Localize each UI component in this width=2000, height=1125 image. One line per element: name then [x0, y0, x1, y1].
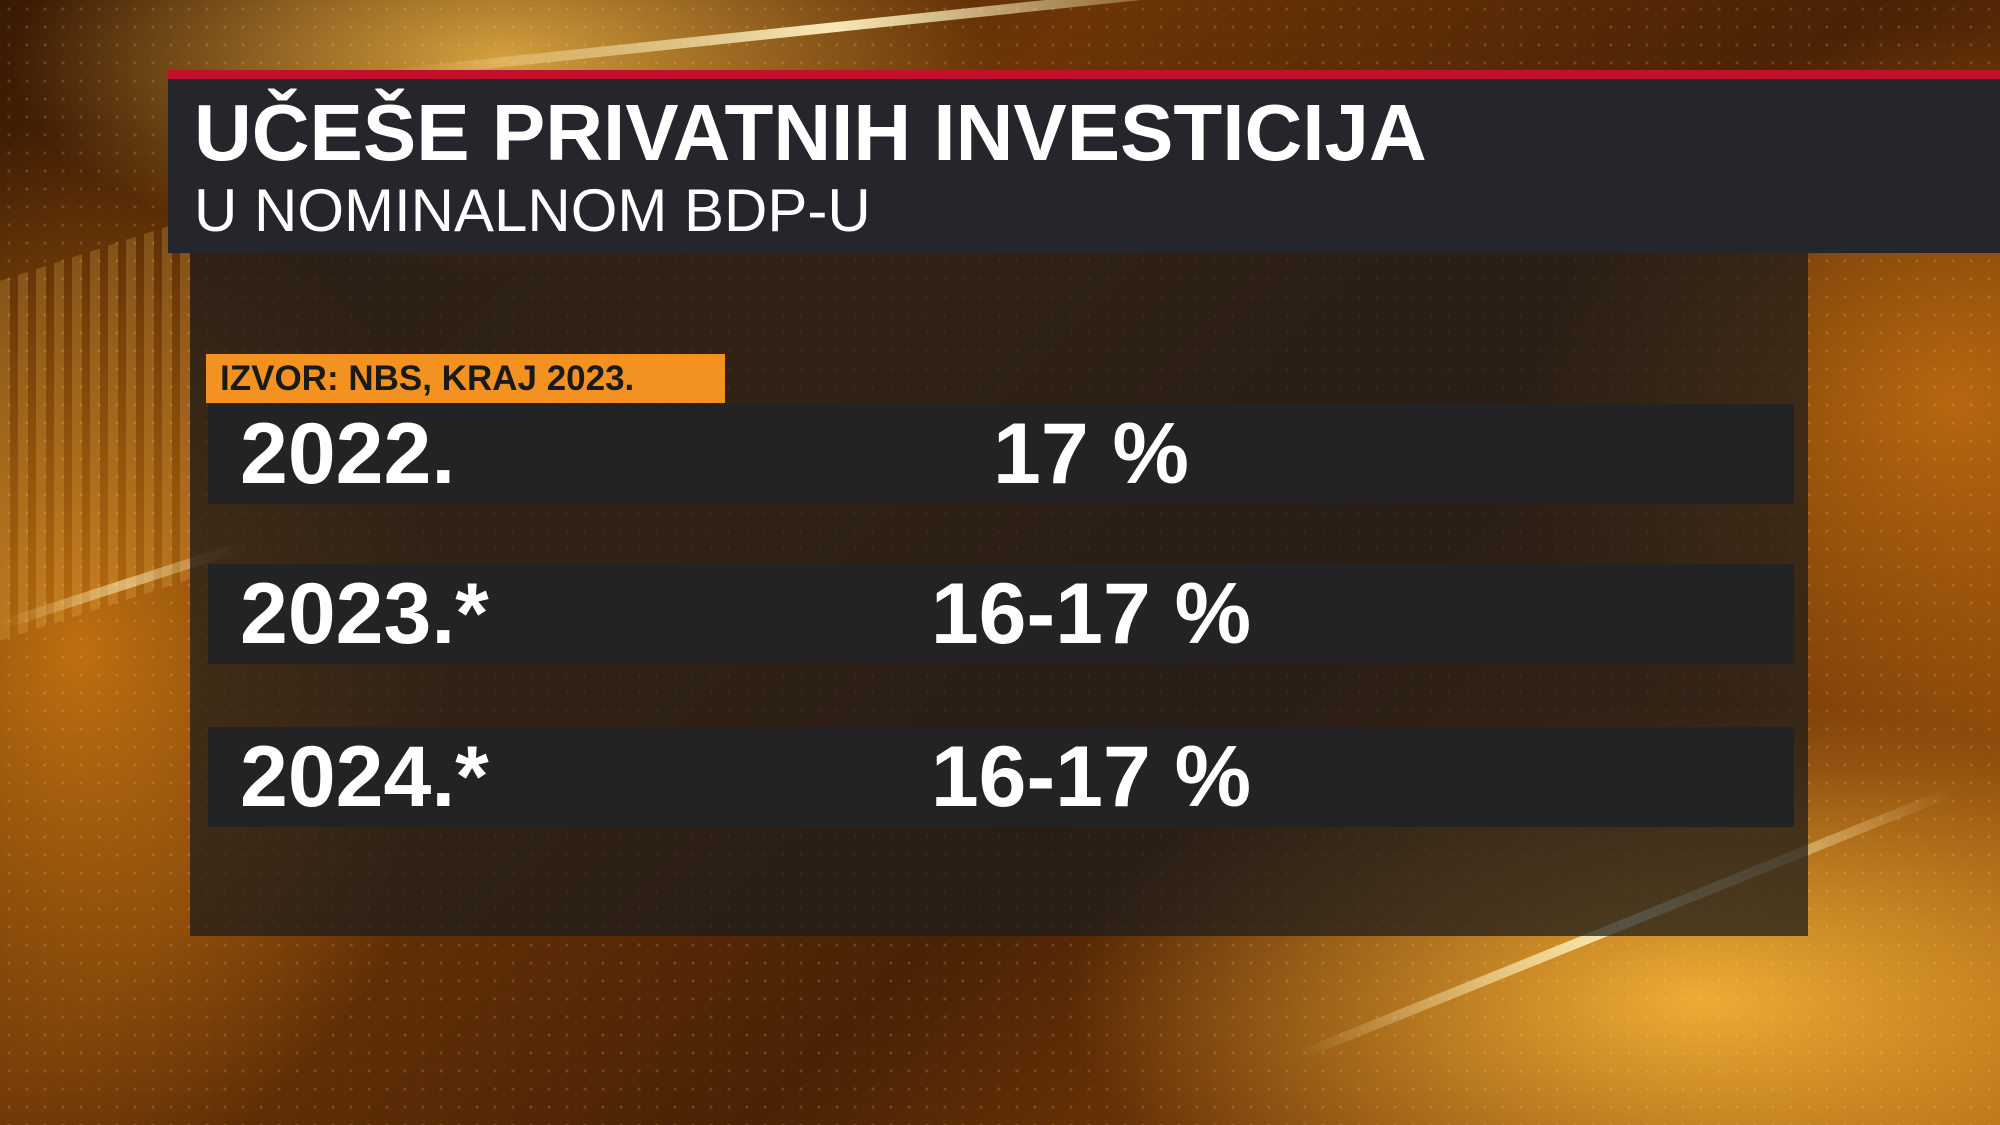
- row-year: 2024.*: [240, 729, 489, 825]
- title-bar: UČEŠE PRIVATNIH INVESTICIJA U NOMINALNOM…: [168, 70, 2000, 253]
- row-year: 2023.*: [240, 566, 489, 662]
- row-year: 2022.: [240, 406, 456, 502]
- page-subtitle: U NOMINALNOM BDP-U: [194, 177, 871, 244]
- table-row: 2023.* 16-17 %: [208, 564, 1794, 664]
- table-row: 2024.* 16-17 %: [208, 727, 1794, 827]
- page-title: UČEŠE PRIVATNIH INVESTICIJA: [194, 88, 1427, 177]
- row-value: 17 %: [992, 406, 1190, 502]
- table-row: 2022. 17 %: [208, 404, 1794, 504]
- source-badge: IZVOR: NBS, KRAJ 2023.: [206, 354, 725, 403]
